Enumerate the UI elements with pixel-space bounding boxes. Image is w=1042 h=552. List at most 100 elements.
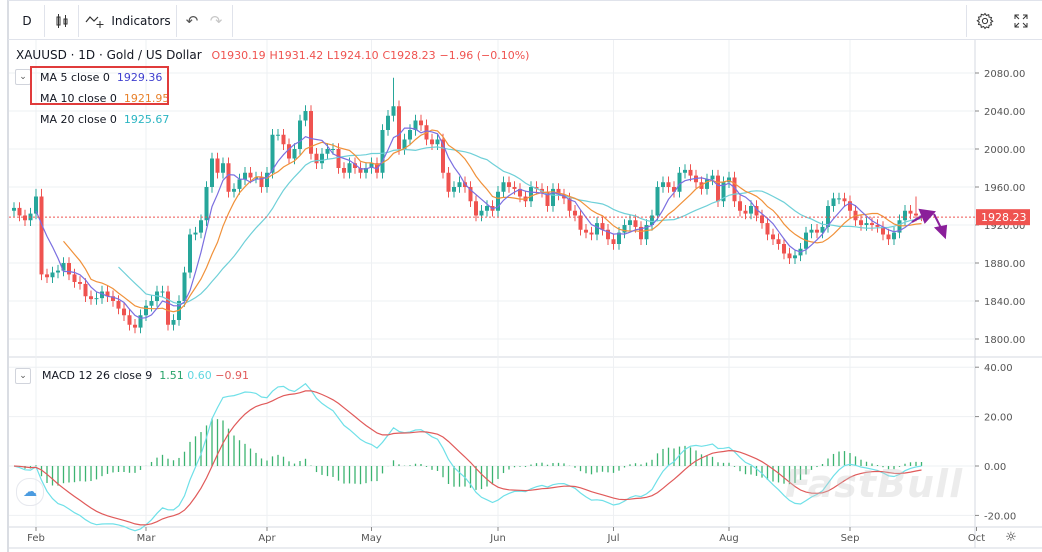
candle-body bbox=[50, 272, 55, 278]
axis-settings-icon[interactable]: ☼ bbox=[1005, 530, 1017, 545]
candle-body bbox=[94, 298, 99, 300]
candle bbox=[760, 209, 764, 229]
candle-body bbox=[347, 163, 352, 173]
highlight-annotation-box bbox=[30, 66, 169, 105]
candle-body bbox=[479, 210, 484, 216]
candle bbox=[584, 224, 588, 239]
candle-body bbox=[897, 220, 902, 233]
candle-body bbox=[402, 139, 407, 149]
candle-body bbox=[710, 175, 715, 180]
candle-body bbox=[45, 274, 49, 278]
candle bbox=[754, 200, 759, 222]
candle bbox=[771, 228, 775, 245]
candle-body bbox=[111, 296, 115, 301]
candle-body bbox=[243, 172, 247, 180]
price-tick-label: 1800.00 bbox=[984, 335, 1025, 346]
candle bbox=[166, 285, 170, 331]
macd-value: 0.60 bbox=[187, 369, 212, 382]
candle bbox=[265, 167, 269, 193]
candle-body bbox=[226, 163, 231, 192]
candle-body bbox=[413, 120, 418, 130]
time-tick-label: Feb bbox=[27, 533, 45, 544]
indicators-button[interactable]: Indicators bbox=[82, 1, 174, 40]
candle-body bbox=[72, 274, 77, 282]
candle-body bbox=[633, 220, 638, 227]
time-tick-label: Mar bbox=[137, 533, 157, 544]
fullscreen-icon[interactable] bbox=[1008, 1, 1034, 40]
candle-body bbox=[655, 187, 660, 216]
candle-body bbox=[573, 210, 577, 216]
candle-body bbox=[397, 106, 401, 149]
candle-body bbox=[89, 296, 93, 300]
redo-icon[interactable]: ↷ bbox=[209, 11, 223, 30]
candle bbox=[831, 192, 836, 212]
candle bbox=[710, 169, 715, 186]
candle-body bbox=[501, 182, 506, 192]
time-tick-label: Jul bbox=[606, 533, 619, 544]
collapse-macd-legend-button[interactable]: ⌄ bbox=[15, 368, 31, 384]
candle-body bbox=[122, 308, 126, 316]
macd-signal-line bbox=[13, 390, 922, 526]
candle bbox=[221, 157, 225, 179]
candle bbox=[589, 226, 594, 241]
undo-icon[interactable]: ↶ bbox=[185, 11, 199, 30]
candle-body bbox=[446, 172, 451, 192]
candle bbox=[892, 226, 896, 245]
ma5-line bbox=[35, 127, 922, 319]
candle bbox=[160, 285, 165, 298]
cloud-icon[interactable]: ☁ bbox=[16, 478, 44, 506]
candle bbox=[397, 100, 401, 155]
gear-icon[interactable] bbox=[972, 1, 998, 40]
candle bbox=[298, 114, 302, 155]
candle-body bbox=[369, 163, 374, 168]
candle bbox=[45, 268, 49, 283]
candle bbox=[111, 290, 115, 307]
candle-body bbox=[672, 187, 676, 192]
candle-body bbox=[886, 234, 891, 240]
divider bbox=[176, 5, 177, 37]
candle bbox=[243, 167, 247, 186]
candle-body bbox=[776, 239, 781, 244]
candle bbox=[606, 224, 610, 245]
candle bbox=[193, 226, 198, 241]
candle-body bbox=[12, 207, 16, 211]
candle-body bbox=[496, 191, 500, 211]
candle bbox=[23, 209, 27, 226]
candle bbox=[369, 157, 374, 174]
candle bbox=[479, 205, 484, 222]
candle-body bbox=[254, 177, 258, 179]
candle-body bbox=[171, 320, 176, 325]
candle bbox=[133, 319, 137, 334]
candle bbox=[413, 114, 418, 136]
interval-button[interactable]: D bbox=[22, 13, 32, 28]
candle bbox=[402, 133, 407, 155]
candle-body bbox=[606, 229, 610, 240]
candle bbox=[441, 133, 445, 179]
macd-tick-label: -20.00 bbox=[984, 511, 1016, 522]
candle-body bbox=[617, 232, 621, 244]
candle-body bbox=[298, 120, 302, 149]
candle bbox=[457, 176, 462, 193]
candles-icon[interactable] bbox=[48, 1, 76, 40]
candle bbox=[12, 202, 16, 217]
candle-body bbox=[358, 168, 363, 173]
candle-body bbox=[870, 223, 874, 225]
candle-body bbox=[221, 163, 225, 173]
time-tick-label: Oct bbox=[968, 533, 985, 544]
candle-body bbox=[210, 158, 214, 187]
candle-body bbox=[507, 182, 511, 187]
candle bbox=[556, 183, 561, 201]
open-value: O1930.19 bbox=[211, 49, 266, 62]
candle bbox=[210, 152, 214, 193]
candle bbox=[826, 200, 830, 233]
candle-body bbox=[325, 149, 330, 154]
candle-body bbox=[556, 188, 561, 195]
candle bbox=[842, 192, 847, 207]
candle-body bbox=[270, 134, 275, 173]
collapse-legend-button[interactable]: ⌄ bbox=[15, 69, 31, 85]
candle bbox=[309, 105, 313, 160]
change-value: −1.96 (−0.10%) bbox=[439, 49, 530, 62]
candle-body bbox=[732, 177, 737, 202]
divider bbox=[44, 5, 45, 37]
